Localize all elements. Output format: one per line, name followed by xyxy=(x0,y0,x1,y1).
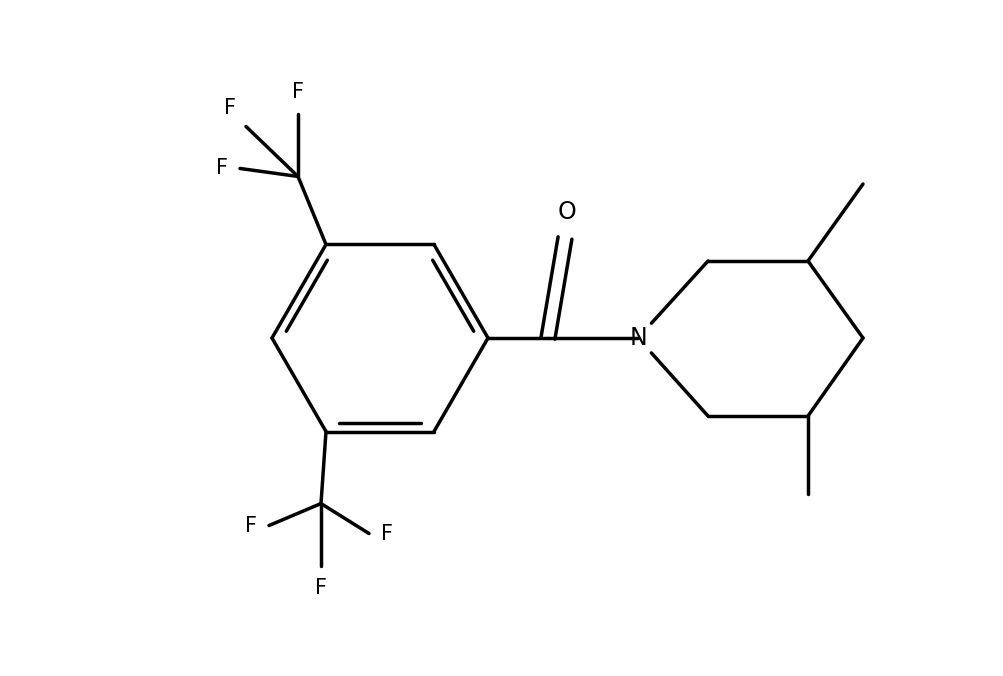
Text: O: O xyxy=(557,200,576,224)
Text: F: F xyxy=(245,516,257,535)
Text: F: F xyxy=(216,158,228,178)
Text: F: F xyxy=(292,82,304,103)
Text: F: F xyxy=(380,523,392,544)
Text: F: F xyxy=(315,577,327,598)
Text: F: F xyxy=(224,99,236,118)
Text: N: N xyxy=(629,326,646,350)
